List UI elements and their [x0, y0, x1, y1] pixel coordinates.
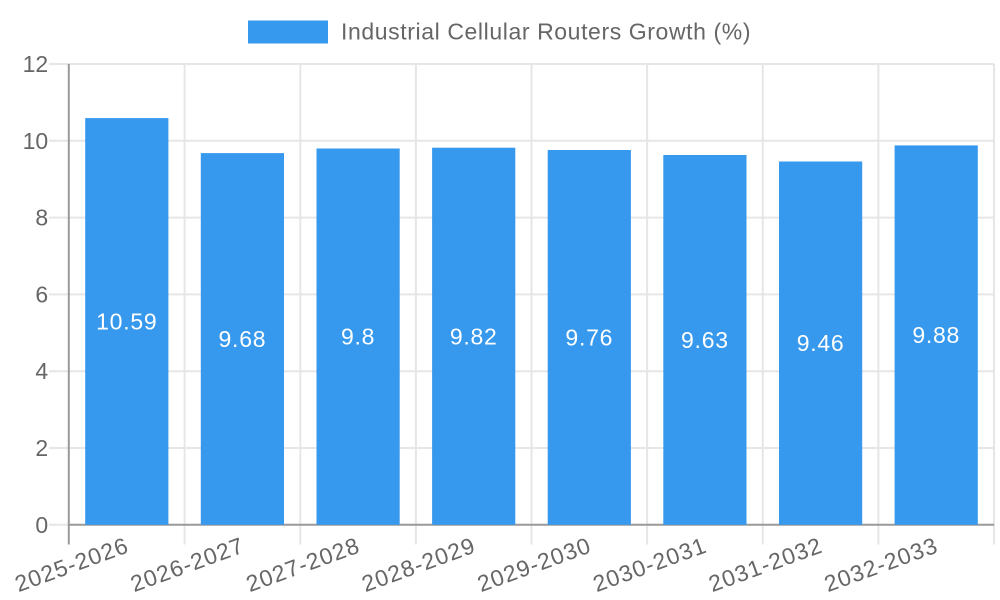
svg-text:9.46: 9.46 [797, 330, 845, 356]
svg-text:2029-2030: 2029-2030 [474, 532, 595, 597]
svg-text:9.82: 9.82 [450, 323, 498, 349]
svg-text:2: 2 [35, 435, 48, 461]
svg-text:2026-2027: 2026-2027 [127, 532, 248, 597]
svg-text:6: 6 [35, 281, 48, 307]
svg-text:9.8: 9.8 [341, 324, 375, 350]
svg-text:9.63: 9.63 [681, 327, 729, 353]
svg-text:9.68: 9.68 [219, 326, 267, 352]
svg-text:12: 12 [23, 51, 49, 77]
svg-text:8: 8 [35, 205, 48, 231]
svg-text:2027-2028: 2027-2028 [243, 532, 364, 597]
svg-text:2028-2029: 2028-2029 [358, 532, 479, 597]
svg-text:2032-2033: 2032-2033 [821, 532, 942, 597]
svg-text:10.59: 10.59 [96, 309, 157, 335]
svg-text:4: 4 [35, 358, 48, 384]
svg-text:9.88: 9.88 [912, 322, 960, 348]
svg-text:2025-2026: 2025-2026 [11, 532, 132, 597]
svg-text:2031-2032: 2031-2032 [705, 532, 826, 597]
svg-text:2030-2031: 2030-2031 [589, 532, 710, 597]
svg-text:10: 10 [23, 128, 49, 154]
svg-text:0: 0 [35, 512, 48, 538]
svg-text:9.76: 9.76 [565, 324, 613, 350]
svg-text:Industrial Cellular Routers Gr: Industrial Cellular Routers Growth (%) [341, 19, 751, 45]
